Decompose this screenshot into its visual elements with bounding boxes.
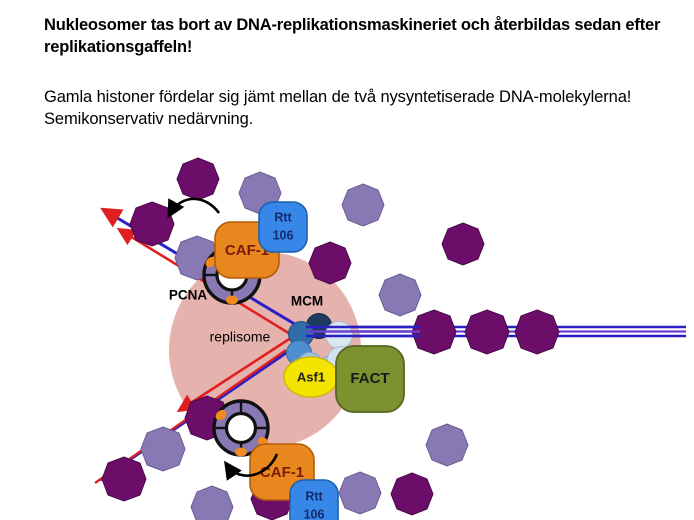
nucleosome [441,222,485,266]
nucleosome [514,309,560,355]
caf1-lower-label: CAF-1 [260,464,304,481]
nucleosome [101,456,147,502]
right-strand-nucleosome-group [411,309,560,355]
replisome-label: replisome [210,329,271,345]
duplex-overlay-through-mcm [306,325,420,338]
upper-deposition-arrow [167,197,221,219]
replication-diagram-svg: CAF-1 Rtt 106 CAF-1 Rtt 106 [94,157,686,520]
nucleosome [308,241,352,285]
pcna-label: PCNA [169,288,208,303]
replication-diagram-figure: CAF-1 Rtt 106 CAF-1 Rtt 106 [0,150,694,520]
slide-text-block: Nukleosomer tas bort av DNA-replikations… [44,14,664,130]
lower-arm-nucleosome-group [101,395,230,502]
rtt106-lower-label-line1: Rtt [305,489,323,503]
nucleosome [425,423,469,467]
asf1-label: Asf1 [297,369,325,384]
lower-deposition-arrow [224,453,279,481]
slide-body-paragraph: Gamla histoner fördelar sig jämt mellan … [44,88,632,129]
rtt106-lower[interactable]: Rtt 106 [289,479,339,520]
rtt106-upper-label-line1: Rtt [274,210,292,224]
asf1-chaperone[interactable]: Asf1 [283,356,339,398]
rtt106-lower-label-line2: 106 [304,507,325,520]
nucleosome [378,273,422,317]
pcna-ring-lower [212,399,270,457]
nucleosome [176,157,220,201]
nucleosome [338,471,382,515]
fact-label: FACT [350,370,389,387]
nucleosome [190,485,234,520]
nucleosome [464,309,510,355]
rtt106-upper-label-line2: 106 [273,228,294,242]
nucleosome [411,309,457,355]
fact-complex[interactable]: FACT [335,345,405,413]
nucleosome [341,183,385,227]
mcm-label: MCM [291,294,323,309]
nucleosome [140,426,186,472]
rtt106-upper[interactable]: Rtt 106 [258,201,308,253]
nucleosome [390,472,434,516]
page-title: Nukleosomer tas bort av DNA-replikations… [44,16,661,57]
caf1-upper-label: CAF-1 [225,242,269,259]
nucleosome [129,201,175,247]
